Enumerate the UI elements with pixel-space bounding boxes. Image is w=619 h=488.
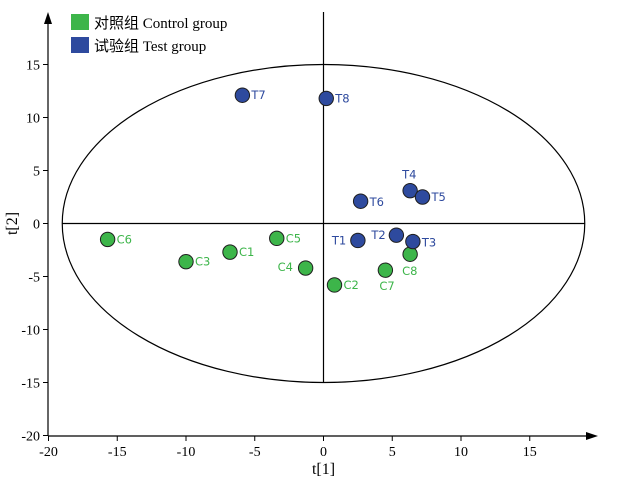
point-label-c4: C4 — [278, 260, 293, 274]
y-tick-label: -15 — [21, 377, 40, 392]
point-label-t1: T1 — [331, 233, 346, 247]
point-label-c5: C5 — [286, 231, 301, 245]
y-axis-arrow-icon — [44, 12, 52, 24]
point-c2 — [326, 277, 343, 293]
point-label-c8: C8 — [402, 264, 417, 278]
point-label-t7: T7 — [250, 88, 265, 102]
y-tick-label: 10 — [26, 112, 40, 127]
y-tick-label: -5 — [28, 271, 40, 286]
y-tick-label: 0 — [33, 218, 40, 233]
point-c5 — [269, 230, 285, 247]
point-t4 — [402, 182, 418, 199]
y-tick-label: -20 — [21, 430, 40, 445]
point-label-c2: C2 — [344, 278, 359, 292]
point-t3 — [405, 233, 421, 250]
point-label-t8: T8 — [334, 91, 349, 105]
point-c4 — [297, 260, 314, 276]
point-t6 — [352, 193, 369, 209]
y-tick-label: 15 — [26, 59, 40, 74]
point-c1 — [222, 244, 238, 260]
x-tick-label: 0 — [320, 445, 327, 460]
x-axis-title: t[1] — [312, 461, 335, 478]
x-tick-label: -5 — [249, 445, 261, 460]
point-label-c7: C7 — [379, 279, 394, 293]
x-tick-label: 5 — [389, 445, 396, 460]
point-t7 — [234, 87, 251, 103]
y-axis-title: t[2] — [4, 212, 21, 235]
point-t8 — [318, 90, 334, 107]
point-label-t6: T6 — [369, 195, 384, 209]
point-c7 — [377, 262, 394, 278]
legend-swatch-test — [71, 37, 89, 53]
point-label-t3: T3 — [421, 236, 436, 250]
point-label-c6: C6 — [117, 232, 132, 246]
point-t2 — [388, 227, 405, 243]
x-tick-label: 15 — [523, 445, 537, 460]
x-axis-arrow-icon — [586, 432, 598, 440]
x-tick-label: -10 — [177, 445, 196, 460]
legend-label-test: 试验组 Test group — [94, 38, 206, 55]
x-tick-label: -20 — [39, 445, 58, 460]
point-t1 — [350, 232, 366, 249]
point-label-t5: T5 — [431, 190, 446, 204]
y-tick-label: -10 — [21, 324, 40, 339]
x-tick-label: -15 — [108, 445, 127, 460]
legend-label-control: 对照组 Control group — [94, 15, 227, 32]
point-label-t2: T2 — [370, 228, 385, 242]
point-label-c3: C3 — [195, 255, 210, 269]
point-c6 — [99, 231, 116, 248]
point-t5 — [414, 189, 431, 205]
x-tick-label: 10 — [454, 445, 468, 460]
point-c8 — [402, 246, 418, 262]
y-tick-label: 5 — [33, 165, 40, 180]
point-label-t4: T4 — [401, 168, 416, 182]
legend-swatch-control — [71, 14, 89, 30]
point-label-c1: C1 — [239, 245, 254, 259]
point-c3 — [178, 253, 194, 270]
